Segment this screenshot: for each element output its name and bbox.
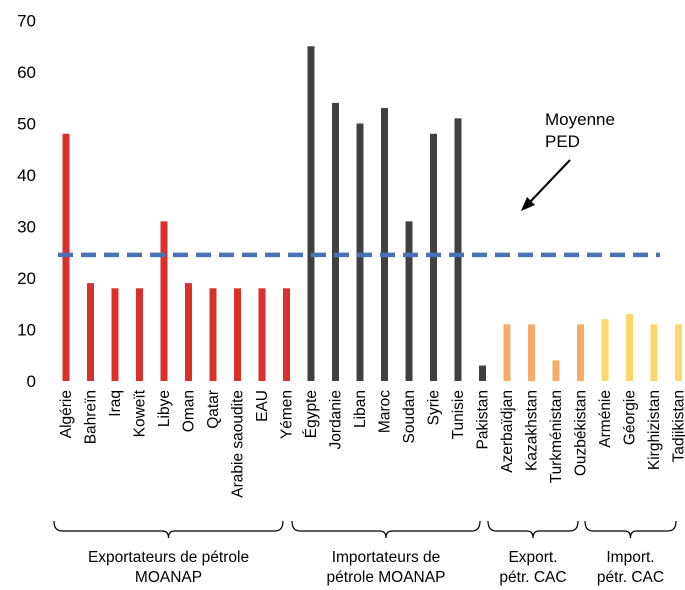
x-tick-label: Kazakhstan xyxy=(524,390,541,471)
group-bracket xyxy=(487,520,579,539)
group-label-line1: Importateurs de xyxy=(332,549,441,566)
annotation: Moyenne PED xyxy=(521,110,615,211)
x-axis-labels: Algérie Bahreïn Iraq Koweït Libye Oman Qatar Ar… xyxy=(58,389,685,497)
bar xyxy=(62,133,70,381)
bar xyxy=(528,324,535,381)
x-tick-label: Tunisie xyxy=(450,390,467,439)
x-tick-label: Qatar xyxy=(205,390,222,429)
bar xyxy=(381,108,388,382)
x-tick-label: Égypte xyxy=(303,390,320,438)
x-tick-label: Soudan xyxy=(401,390,418,443)
x-tick-label: Ouzbékistan xyxy=(573,390,590,476)
group-label-line2: pétrole MOANAP xyxy=(327,569,446,586)
group-label-line2: pétr. CAC xyxy=(499,569,566,586)
y-tick-label: 50 xyxy=(17,115,36,134)
x-tick-label: Géorgie xyxy=(622,390,639,445)
group-label-line1: Exportateurs de pétrole xyxy=(88,549,249,566)
bar xyxy=(626,314,633,381)
x-tick-label: Jordanie xyxy=(328,390,345,449)
bar xyxy=(577,324,584,381)
y-tick-label: 10 xyxy=(17,321,36,340)
x-tick-label: Yémen xyxy=(279,390,296,439)
x-tick-label: Turkménistan xyxy=(548,390,565,483)
bar xyxy=(479,365,486,381)
y-tick-label: 0 xyxy=(27,372,36,391)
group-brackets: Exportateurs de pétrole MOANAP Importateur… xyxy=(53,520,677,586)
annotation-text-line2: PED xyxy=(545,132,580,151)
bar xyxy=(650,324,658,381)
x-tick-label: Azerbaïdjan xyxy=(499,390,516,473)
y-tick-label: 20 xyxy=(17,269,36,288)
bar xyxy=(454,118,462,381)
bar xyxy=(258,288,266,381)
y-tick-label: 40 xyxy=(17,166,36,185)
annotation-text-line1: Moyenne xyxy=(545,110,615,129)
bar xyxy=(209,288,217,381)
x-tick-label: Koweït xyxy=(132,389,149,437)
x-tick-label: Iraq xyxy=(107,390,124,417)
bar xyxy=(430,133,437,381)
bar xyxy=(136,288,143,381)
x-tick-label: EAU xyxy=(254,390,271,422)
y-axis: 0 10 20 30 40 50 60 70 xyxy=(17,12,36,392)
x-tick-label: Bahreïn xyxy=(83,390,100,444)
bar xyxy=(185,283,192,381)
group-bracket xyxy=(584,520,677,539)
bar xyxy=(356,123,364,381)
annotation-arrowhead xyxy=(521,197,535,211)
bar xyxy=(503,324,511,381)
annotation-arrow xyxy=(529,159,571,203)
x-tick-label: Liban xyxy=(352,390,369,428)
x-tick-label: Tadjikistan xyxy=(671,390,685,462)
bar xyxy=(87,283,94,381)
bar xyxy=(307,46,315,381)
bar xyxy=(405,221,413,381)
bar xyxy=(601,319,609,381)
group-label-line1: Import. xyxy=(606,549,654,566)
bar xyxy=(160,221,168,381)
y-tick-label: 70 xyxy=(17,12,36,31)
y-tick-label: 30 xyxy=(17,218,36,237)
x-tick-label: Libye xyxy=(156,390,173,427)
bar xyxy=(675,324,682,381)
group-label-line1: Export. xyxy=(508,549,557,566)
bar xyxy=(552,360,560,381)
group-bracket xyxy=(53,520,284,539)
x-tick-label: Arabie saoudite xyxy=(230,390,247,498)
group-bracket xyxy=(291,520,481,539)
x-tick-label: Maroc xyxy=(377,390,394,433)
x-tick-label: Oman xyxy=(181,390,198,432)
x-tick-label: Arménie xyxy=(597,390,614,448)
x-tick-label: Pakistan xyxy=(475,390,492,449)
group-label-line2: MOANAP xyxy=(135,569,202,586)
x-tick-label: Syrie xyxy=(426,390,443,425)
bar xyxy=(111,288,119,381)
y-tick-label: 60 xyxy=(17,63,36,82)
x-tick-label: Kirghizistan xyxy=(646,390,663,470)
group-label-line2: pétr. CAC xyxy=(597,569,664,586)
bar xyxy=(332,102,339,382)
bar xyxy=(283,288,290,381)
x-tick-label: Algérie xyxy=(58,390,75,438)
bars xyxy=(62,46,682,382)
bar xyxy=(234,288,241,381)
